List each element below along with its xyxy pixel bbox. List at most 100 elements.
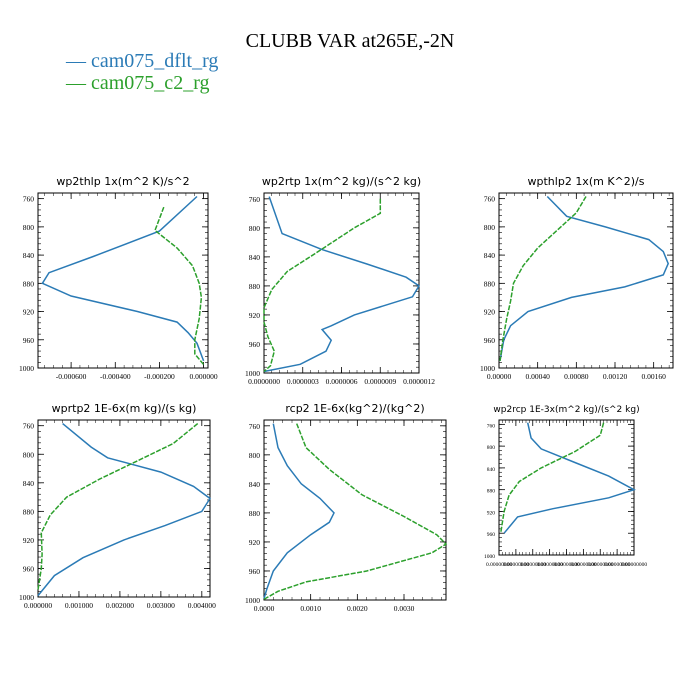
x-tick-label: 0.0000: [254, 604, 275, 613]
x-tick-label: 0.00160: [641, 372, 666, 381]
series-line-dflt-4: [37, 423, 212, 597]
x-tick-label: 0.0030: [394, 604, 415, 613]
y-tick-label: 840: [23, 251, 35, 260]
series-line-c2-2: [263, 198, 382, 373]
series-line-dflt-2: [263, 196, 421, 373]
x-tick-label: 0.0000006: [326, 377, 358, 386]
x-tick-label: -0.000200: [144, 372, 175, 381]
panel-frame-3: [498, 192, 674, 369]
panel-frame-1: [37, 192, 209, 369]
y-tick-label: 1000: [484, 554, 495, 560]
x-tick-label: 0.003000: [147, 601, 175, 610]
y-tick-label: 800: [23, 450, 35, 459]
legend-label-dflt: cam075_dflt_rg: [91, 50, 219, 72]
x-tick-label: 0.00000: [487, 372, 512, 381]
x-tick-label: 0.00000000: [604, 562, 630, 568]
y-tick-label: 920: [249, 538, 261, 547]
panel-frame-6: [498, 419, 635, 556]
y-tick-label: 1000: [245, 369, 260, 378]
y-tick-label: 880: [249, 509, 261, 518]
x-tick-label: 0.0000000: [248, 377, 280, 386]
y-tick-label: 800: [487, 445, 496, 451]
chart-title: CLUBB VAR at265E,-2N: [245, 30, 455, 52]
y-tick-label: 880: [249, 282, 261, 291]
y-tick-label: 920: [23, 536, 35, 545]
y-tick-label: 880: [23, 279, 35, 288]
y-tick-label: 840: [484, 251, 496, 260]
x-tick-label: 0.0000003: [287, 377, 319, 386]
x-tick-label: 0.000000: [190, 372, 218, 381]
y-tick-label: 800: [484, 223, 496, 232]
y-tick-label: 760: [249, 422, 261, 431]
series-line-dflt-3: [499, 195, 670, 362]
y-tick-label: 840: [249, 480, 261, 489]
y-tick-label: 840: [487, 467, 496, 473]
panel-frame-2: [263, 192, 420, 374]
x-tick-label: 0.0010: [300, 604, 321, 613]
y-tick-label: 800: [23, 223, 35, 232]
y-tick-label: 760: [23, 195, 35, 204]
legend-entry-c2: — cam075_c2_rg: [66, 72, 210, 94]
x-tick-label: 0.0000009: [364, 377, 396, 386]
y-tick-label: 960: [487, 532, 496, 538]
x-tick-label: 0.00000000: [587, 562, 613, 568]
y-tick-label: 920: [23, 308, 35, 317]
y-tick-label: 960: [23, 336, 35, 345]
x-tick-label: 0.004000: [188, 601, 216, 610]
x-tick-label: -0.000600: [56, 372, 87, 381]
y-tick-label: 840: [23, 479, 35, 488]
x-tick-label: 0.0000012: [403, 377, 435, 386]
y-tick-label: 800: [249, 224, 261, 233]
y-tick-label: 880: [23, 507, 35, 516]
series-line-dflt-6: [503, 422, 636, 534]
y-tick-label: 760: [484, 195, 496, 204]
x-tick-label: 0.000000: [24, 601, 52, 610]
panel-title-6: wp2rcp 1E-3x(m^2 kg)/(s^2 kg): [493, 405, 639, 415]
y-tick-label: 960: [23, 564, 35, 573]
y-tick-label: 800: [249, 451, 261, 460]
y-tick-label: 960: [249, 567, 261, 576]
panel-title-5: rcp2 1E-6x(kg^2)/(kg^2): [285, 402, 424, 415]
y-tick-label: 880: [487, 489, 496, 495]
y-tick-label: 1000: [480, 364, 495, 373]
y-tick-label: 840: [249, 253, 261, 262]
panel-title-3: wpthlp2 1x(m K^2)/s: [528, 175, 645, 188]
panel-title-4: wprtp2 1E-6x(m kg)/(s kg): [52, 402, 197, 415]
x-tick-label: 0.00000000: [621, 562, 647, 568]
x-tick-label: 0.00000000: [486, 562, 512, 568]
x-tick-label: 0.00040: [525, 372, 550, 381]
y-tick-label: 920: [249, 311, 261, 320]
series-line-c2-6: [499, 422, 605, 534]
x-tick-label: 0.00000000: [553, 562, 579, 568]
x-tick-label: 0.00000000: [503, 562, 529, 568]
legend-label-c2: cam075_c2_rg: [91, 72, 210, 94]
y-tick-label: 920: [484, 308, 496, 317]
panel-frame-4: [37, 419, 211, 598]
y-tick-label: 920: [487, 510, 496, 516]
legend-entry-dflt: — cam075_dflt_rg: [66, 50, 219, 72]
y-tick-label: 960: [249, 340, 261, 349]
x-tick-label: 0.00000000: [520, 562, 546, 568]
series-line-dflt-5: [263, 423, 335, 599]
series-line-dflt-1: [41, 195, 205, 362]
y-tick-label: 1000: [245, 596, 260, 605]
panel-frame-5: [263, 419, 447, 601]
x-tick-label: 0.00000000: [537, 562, 563, 568]
x-tick-label: 0.00080: [564, 372, 589, 381]
y-tick-label: 760: [249, 195, 261, 204]
y-tick-label: 880: [484, 279, 496, 288]
x-tick-label: 0.001000: [65, 601, 93, 610]
y-tick-label: 960: [484, 336, 496, 345]
x-tick-label: 0.00120: [603, 372, 628, 381]
x-tick-label: 0.00000000: [570, 562, 596, 568]
series-line-c2-4: [37, 423, 199, 591]
x-tick-label: 0.002000: [106, 601, 134, 610]
series-line-c2-1: [154, 206, 205, 365]
y-tick-label: 760: [487, 423, 496, 429]
y-tick-label: 1000: [19, 364, 34, 373]
panel-title-1: wp2thlp 1x(m^2 K)/s^2: [56, 175, 189, 188]
panel-title-2: wp2rtp 1x(m^2 kg)/(s^2 kg): [262, 175, 421, 188]
y-tick-label: 760: [23, 422, 35, 431]
series-line-c2-3: [499, 196, 587, 362]
